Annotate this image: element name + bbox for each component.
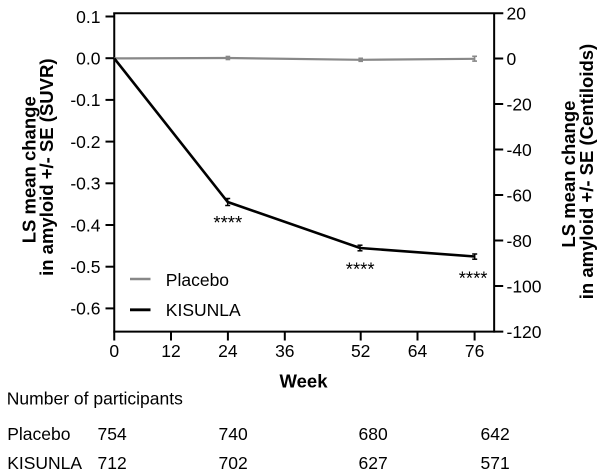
svg-text:-0.1: -0.1 (70, 90, 100, 110)
svg-text:KISUNLA: KISUNLA (7, 453, 82, 473)
svg-text:-0.2: -0.2 (70, 132, 100, 152)
svg-text:-0.4: -0.4 (70, 215, 100, 235)
svg-text:642: 642 (481, 424, 510, 444)
svg-text:740: 740 (219, 424, 248, 444)
svg-text:12: 12 (161, 341, 180, 361)
svg-text:Week: Week (280, 371, 329, 392)
svg-text:-20: -20 (507, 94, 533, 114)
svg-text:20: 20 (507, 3, 527, 23)
svg-text:24: 24 (218, 341, 238, 361)
svg-text:0.0: 0.0 (76, 49, 101, 69)
svg-text:712: 712 (98, 453, 127, 473)
svg-text:64: 64 (408, 341, 428, 361)
svg-text:76: 76 (465, 341, 484, 361)
svg-text:-0.6: -0.6 (70, 299, 100, 319)
svg-text:Placebo: Placebo (7, 424, 70, 444)
svg-text:-0.5: -0.5 (70, 257, 100, 277)
svg-text:702: 702 (219, 453, 248, 473)
svg-text:0.1: 0.1 (76, 7, 100, 27)
svg-text:571: 571 (481, 453, 510, 473)
svg-text:LS mean change in amyloid: LS mean change in amyloid +/- SE (SUVR) (19, 58, 57, 275)
svg-text:754: 754 (98, 424, 127, 444)
svg-text:****: **** (346, 259, 375, 280)
svg-text:680: 680 (359, 424, 388, 444)
svg-text:0: 0 (507, 49, 517, 69)
svg-text:Number of participants: Number of participants (7, 389, 183, 409)
svg-text:-80: -80 (507, 231, 533, 251)
svg-text:-120: -120 (507, 322, 542, 342)
svg-text:-40: -40 (507, 140, 533, 160)
svg-text:LS mean change in amyloid: LS mean change in amyloid +/- SE (Centil… (558, 44, 597, 299)
svg-text:Placebo: Placebo (166, 270, 229, 290)
svg-text:36: 36 (275, 341, 294, 361)
svg-text:0: 0 (109, 341, 119, 361)
svg-text:627: 627 (359, 453, 388, 473)
svg-text:-0.3: -0.3 (70, 174, 100, 194)
svg-text:KISUNLA: KISUNLA (166, 300, 241, 320)
svg-text:-60: -60 (507, 185, 533, 205)
svg-text:****: **** (459, 268, 488, 289)
svg-text:****: **** (213, 212, 242, 233)
svg-text:52: 52 (351, 341, 370, 361)
svg-text:-100: -100 (507, 276, 542, 296)
